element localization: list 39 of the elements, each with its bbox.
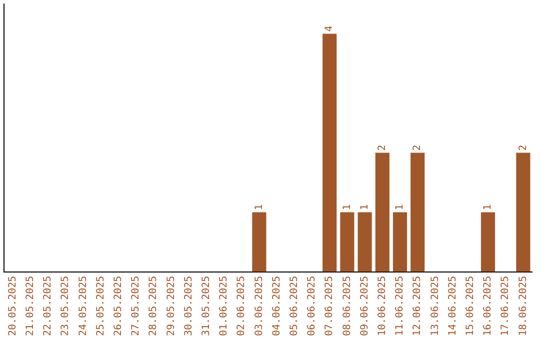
data-label: 2 — [412, 144, 424, 151]
x-tick-label: 12.06.2025 — [412, 276, 424, 336]
x-tick-label: 02.06.2025 — [236, 276, 248, 336]
x-tick-label: 06.06.2025 — [306, 276, 318, 336]
x-tick-label: 18.06.2025 — [518, 276, 529, 336]
x-tick-label: 15.06.2025 — [464, 276, 476, 336]
data-label: 1 — [359, 204, 370, 210]
x-tick-label: 14.06.2025 — [447, 276, 458, 336]
data-label: 1 — [482, 204, 494, 210]
data-label: 2 — [518, 144, 529, 151]
x-tick-label: 01.06.2025 — [218, 276, 230, 336]
x-tick-label: 17.06.2025 — [500, 276, 512, 336]
x-tick-label: 28.05.2025 — [148, 276, 160, 336]
x-tick-label: 07.06.2025 — [324, 276, 336, 336]
x-tick-label: 11.06.2025 — [394, 276, 406, 336]
x-tick-label: 21.05.2025 — [24, 276, 36, 336]
x-tick-label: 16.06.2025 — [482, 276, 494, 336]
x-tick-label: 30.05.2025 — [183, 276, 194, 336]
data-label: 1 — [254, 204, 265, 210]
x-tick-label: 22.05.2025 — [42, 276, 54, 336]
x-tick-label: 03.06.2025 — [254, 276, 265, 336]
data-label: 2 — [376, 144, 388, 151]
data-label: 1 — [342, 204, 353, 210]
x-tick-label: 27.05.2025 — [130, 276, 142, 336]
x-tick-label: 10.06.2025 — [376, 276, 388, 336]
x-tick-label: 13.06.2025 — [430, 276, 441, 336]
x-tick-label: 09.06.2025 — [359, 276, 370, 336]
x-tick-label: 29.05.2025 — [166, 276, 177, 336]
x-tick-label: 25.05.2025 — [95, 276, 106, 336]
data-label: 4 — [324, 26, 336, 32]
x-tick-label: 31.05.2025 — [200, 276, 212, 336]
data-label: 1 — [394, 204, 406, 210]
x-tick-label: 08.06.2025 — [342, 276, 353, 336]
x-tick-label: 04.06.2025 — [271, 276, 282, 336]
x-tick-label: 23.05.2025 — [60, 276, 72, 336]
x-tick-label: 05.06.2025 — [288, 276, 300, 336]
x-tick-label: 26.05.2025 — [112, 276, 124, 336]
x-tick-label: 20.05.2025 — [7, 276, 18, 336]
x-tick-label: 24.05.2025 — [78, 276, 89, 336]
